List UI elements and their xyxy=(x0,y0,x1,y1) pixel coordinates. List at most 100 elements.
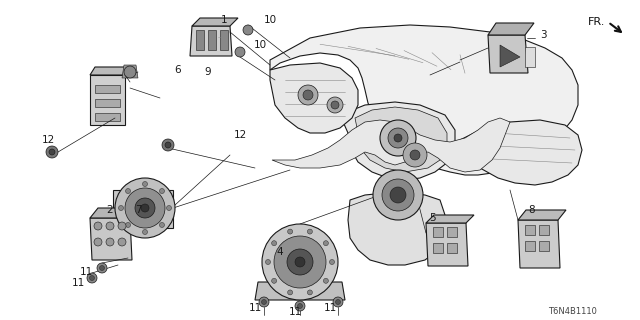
Circle shape xyxy=(87,273,97,283)
Circle shape xyxy=(333,297,343,307)
Circle shape xyxy=(271,278,276,283)
Polygon shape xyxy=(518,220,560,268)
Polygon shape xyxy=(122,65,138,78)
Circle shape xyxy=(106,238,114,246)
Polygon shape xyxy=(196,30,204,50)
Circle shape xyxy=(295,301,305,311)
Circle shape xyxy=(388,128,408,148)
Circle shape xyxy=(307,290,312,295)
Circle shape xyxy=(410,150,420,160)
Circle shape xyxy=(166,205,172,211)
Circle shape xyxy=(90,276,95,281)
Text: 1: 1 xyxy=(221,15,227,25)
Circle shape xyxy=(266,260,271,265)
Circle shape xyxy=(298,85,318,105)
Circle shape xyxy=(235,47,245,57)
Circle shape xyxy=(125,222,131,228)
Circle shape xyxy=(243,25,253,35)
Polygon shape xyxy=(447,227,457,237)
Circle shape xyxy=(323,241,328,246)
Polygon shape xyxy=(525,225,535,235)
Circle shape xyxy=(143,229,147,235)
Text: 11: 11 xyxy=(289,307,301,317)
Text: 12: 12 xyxy=(234,130,246,140)
Polygon shape xyxy=(190,26,232,56)
Circle shape xyxy=(106,222,114,230)
Polygon shape xyxy=(90,67,130,75)
Circle shape xyxy=(394,134,402,142)
Polygon shape xyxy=(488,35,528,73)
Polygon shape xyxy=(90,208,138,218)
Circle shape xyxy=(99,266,104,270)
Polygon shape xyxy=(426,215,474,223)
Text: 10: 10 xyxy=(264,15,276,25)
Circle shape xyxy=(94,238,102,246)
Circle shape xyxy=(298,303,303,308)
Text: 4: 4 xyxy=(276,247,284,257)
Circle shape xyxy=(274,236,326,288)
Circle shape xyxy=(262,224,338,300)
Polygon shape xyxy=(192,18,238,26)
Polygon shape xyxy=(433,227,443,237)
Polygon shape xyxy=(500,45,520,67)
Polygon shape xyxy=(255,282,345,300)
Polygon shape xyxy=(539,241,549,251)
Circle shape xyxy=(162,139,174,151)
Circle shape xyxy=(97,263,107,273)
Circle shape xyxy=(125,188,131,194)
Polygon shape xyxy=(525,47,535,67)
Circle shape xyxy=(135,198,155,218)
Text: 11: 11 xyxy=(248,303,262,313)
Circle shape xyxy=(259,297,269,307)
Text: 10: 10 xyxy=(253,40,267,50)
Polygon shape xyxy=(95,85,120,93)
Circle shape xyxy=(331,101,339,109)
Polygon shape xyxy=(488,23,534,35)
Circle shape xyxy=(165,142,171,148)
Text: 7: 7 xyxy=(134,205,141,215)
Polygon shape xyxy=(90,218,132,260)
Circle shape xyxy=(373,170,423,220)
Text: 6: 6 xyxy=(175,65,181,75)
Polygon shape xyxy=(426,223,468,266)
Polygon shape xyxy=(460,120,582,185)
Polygon shape xyxy=(447,243,457,253)
Polygon shape xyxy=(270,25,578,175)
Circle shape xyxy=(287,229,292,234)
Text: FR.: FR. xyxy=(588,17,605,27)
Polygon shape xyxy=(348,192,445,265)
Text: 11: 11 xyxy=(72,278,84,288)
Polygon shape xyxy=(433,243,443,253)
Text: 8: 8 xyxy=(529,205,535,215)
Circle shape xyxy=(295,257,305,267)
Circle shape xyxy=(307,229,312,234)
Text: 5: 5 xyxy=(429,213,435,223)
Polygon shape xyxy=(518,210,566,220)
Circle shape xyxy=(403,143,427,167)
Circle shape xyxy=(262,300,266,305)
Polygon shape xyxy=(525,241,535,251)
Circle shape xyxy=(118,238,126,246)
Text: 11: 11 xyxy=(323,303,337,313)
Circle shape xyxy=(159,222,164,228)
Text: 11: 11 xyxy=(79,267,93,277)
Circle shape xyxy=(118,205,124,211)
Circle shape xyxy=(271,241,276,246)
Polygon shape xyxy=(270,63,358,133)
Polygon shape xyxy=(113,190,173,228)
Text: T6N4B1110: T6N4B1110 xyxy=(548,308,596,316)
Circle shape xyxy=(323,278,328,283)
Circle shape xyxy=(327,97,343,113)
Circle shape xyxy=(303,90,313,100)
Circle shape xyxy=(115,178,175,238)
Polygon shape xyxy=(95,113,120,121)
Circle shape xyxy=(380,120,416,156)
Polygon shape xyxy=(208,30,216,50)
Circle shape xyxy=(94,222,102,230)
Circle shape xyxy=(46,146,58,158)
Circle shape xyxy=(382,179,414,211)
Polygon shape xyxy=(539,225,549,235)
Polygon shape xyxy=(95,99,120,107)
Text: 12: 12 xyxy=(42,135,54,145)
Polygon shape xyxy=(355,107,447,172)
